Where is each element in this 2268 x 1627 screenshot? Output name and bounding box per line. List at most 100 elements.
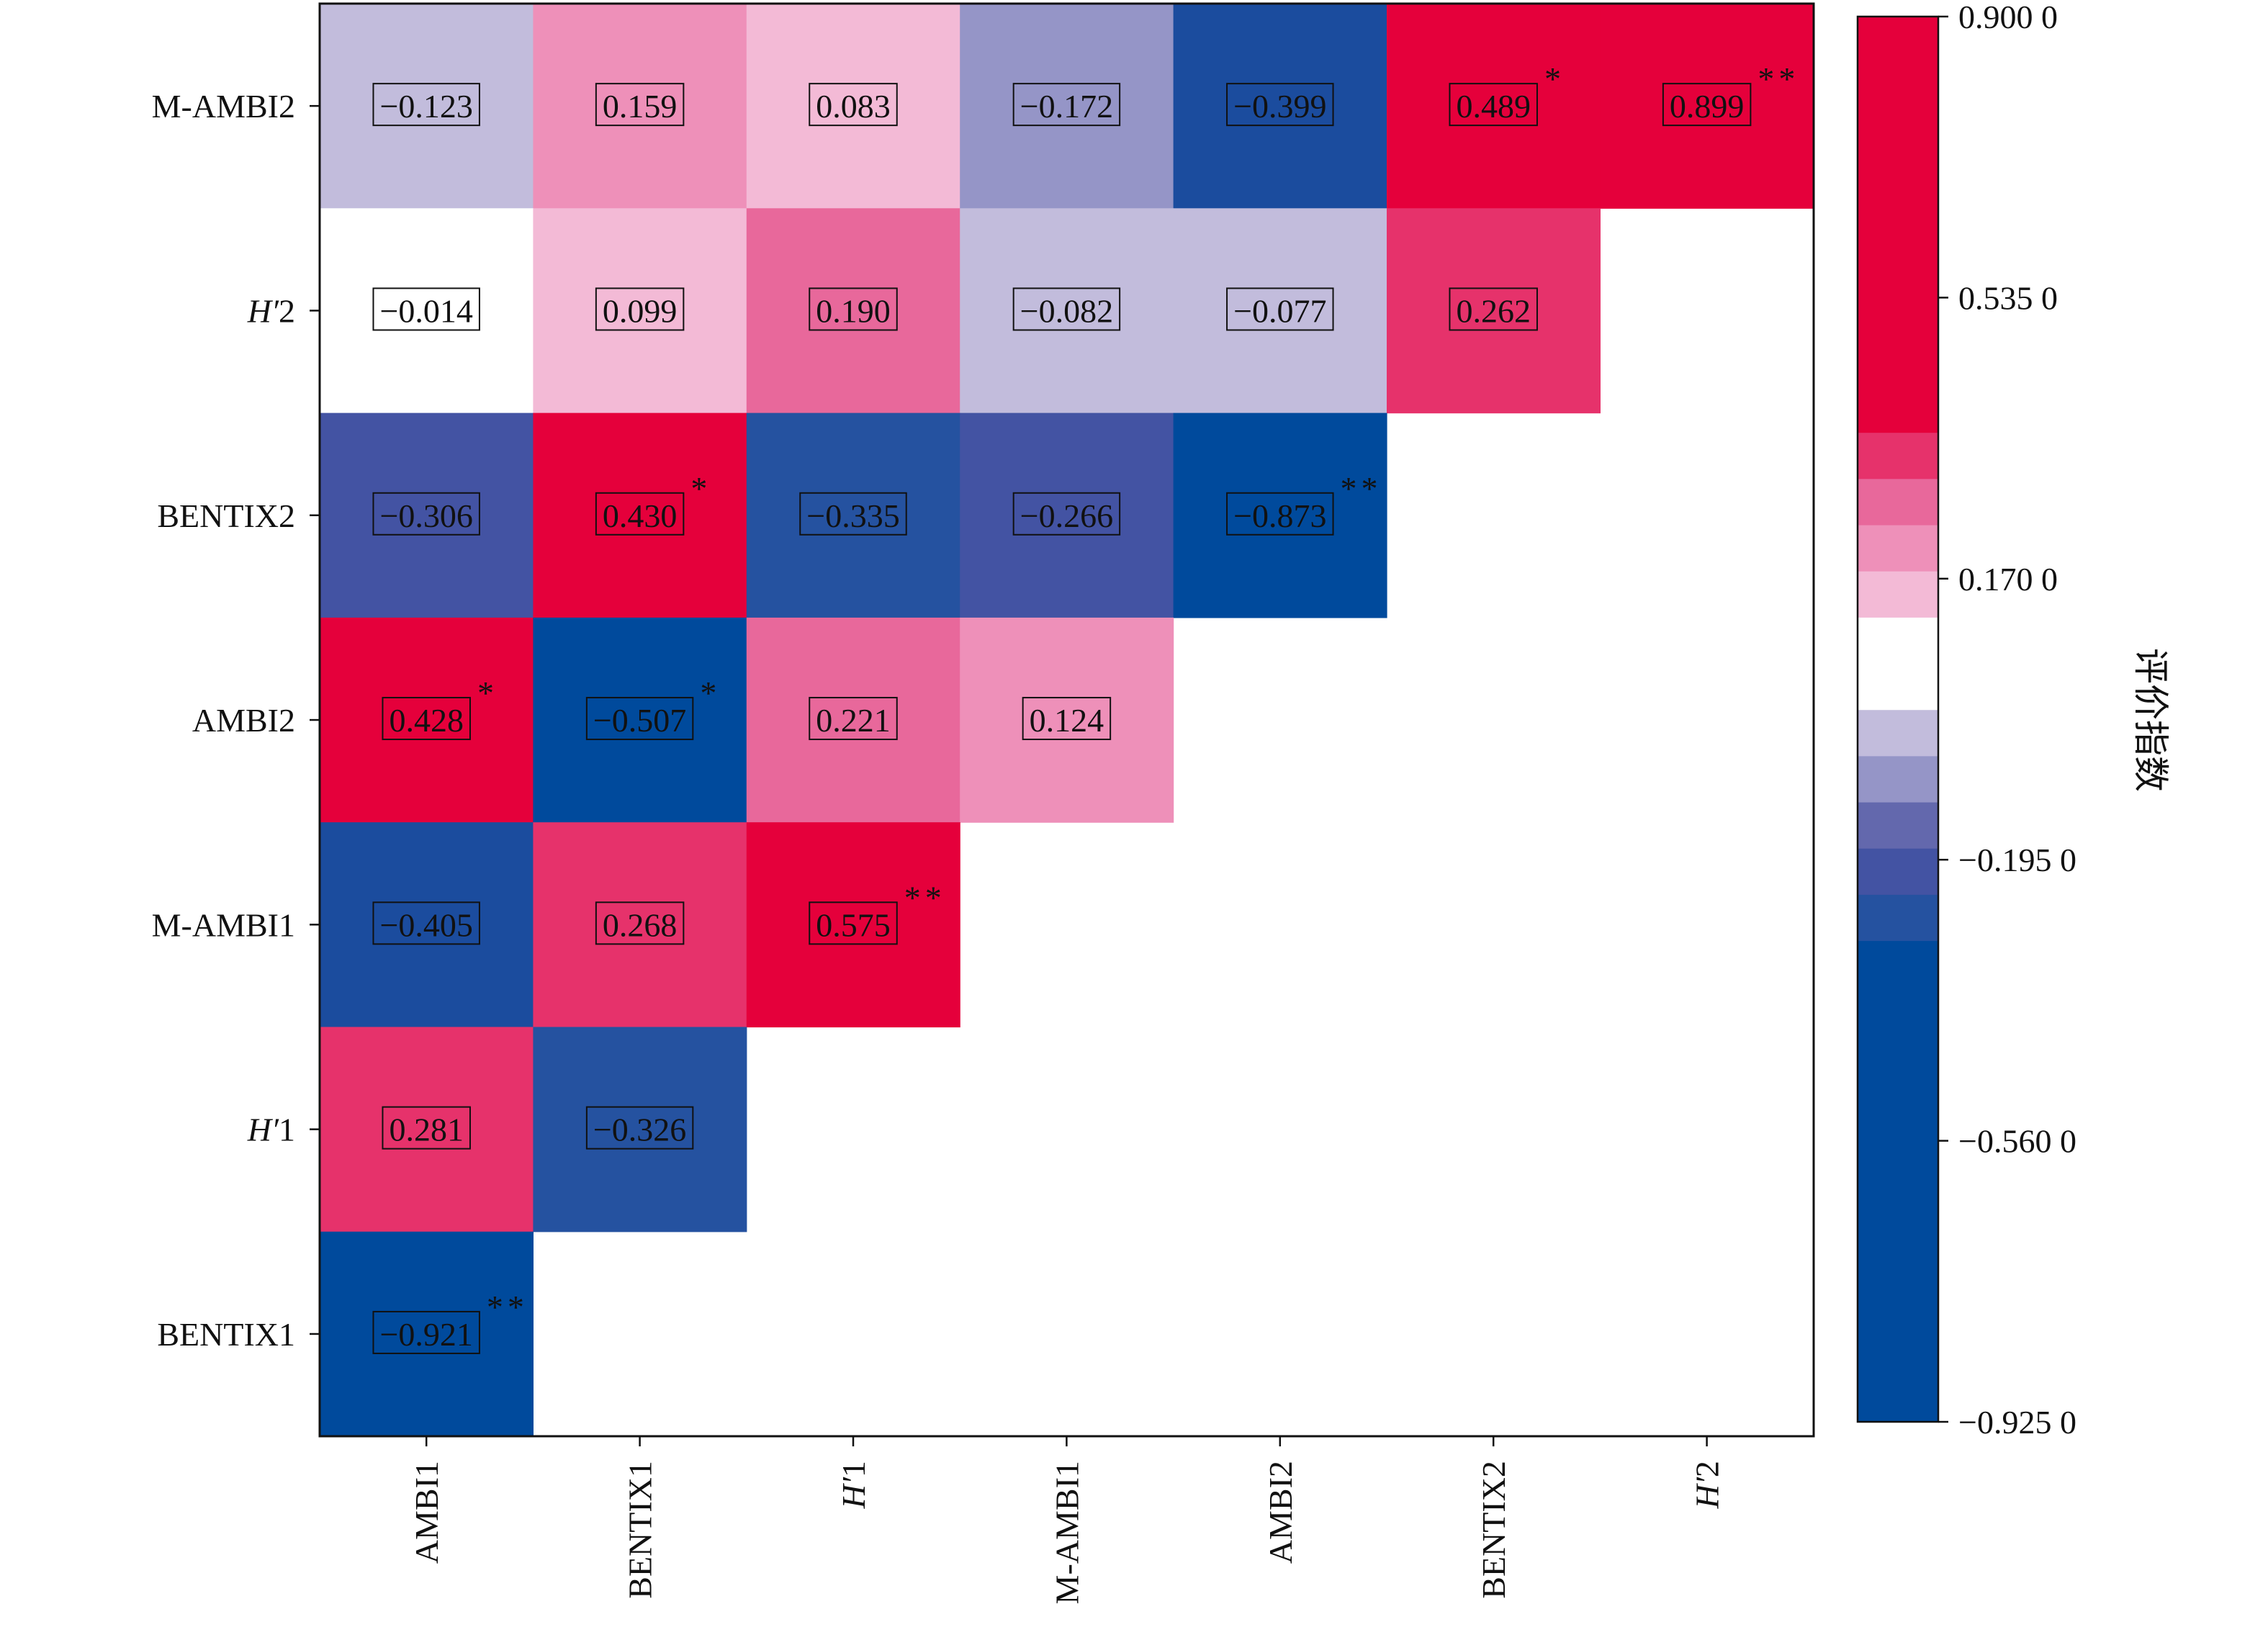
colorbar-tick-label: −0.195 0 [1958,842,2076,878]
heatmap-cell-hp2-bentix2 [1387,208,1601,414]
heatmap-cell-bentix2-m-ambi1 [960,413,1174,618]
colorbar-band-5 [1858,709,1938,757]
heatmap-cell-bentix2-ambi1 [320,413,534,618]
colorbar-band-8 [1858,524,1938,572]
colorbar-band-2 [1858,848,1938,895]
cell-value-box [372,83,480,127]
significance-marker: ** [904,879,946,916]
cell-value-box [809,83,898,127]
cell-value-box [1012,83,1121,127]
colorbar-band-9 [1858,478,1938,526]
heatmap-cell-m-ambi2-bentix1 [533,4,747,209]
cell-value-box [595,492,685,536]
heatmap-cell-labels: −0.123 0.159 0.083 −0.172 −0.399 0.489 * 0.899 *… [372,60,1799,1354]
cell-value-box [595,83,685,127]
cell-value-box [1449,287,1538,331]
colorbar-band-11 [1858,17,1938,433]
colorbar-tick-label: 0.535 0 [1958,279,2058,316]
cell-value-label: −0.335 [806,497,899,534]
cell-value-box [799,492,907,536]
heatmap-cell-bentix1-ambi1 [320,1231,534,1437]
cell-value-box [809,901,898,945]
cell-value-label: −0.507 [593,702,686,739]
heatmap-cell-m-ambi1-hp1 [746,822,960,1028]
cell-value-label: 0.281 [389,1112,464,1148]
cell-value-box [809,287,898,331]
cell-value-label: 0.124 [1030,702,1104,739]
x-tick-label-ambi1: AMBI1 [408,1461,445,1564]
heatmap-cell-bentix2-hp1 [746,413,960,618]
cell-value-box [1226,287,1334,331]
x-tick-label-bentix1: BENTIX1 [622,1461,659,1599]
y-tick-label-bentix2: BENTIX2 [157,497,295,534]
y-tick-label-hp1: H′1 [247,1112,295,1148]
colorbar-tick-label: 0.170 0 [1958,561,2058,598]
colorbar-band-0 [1858,940,1938,1423]
cell-value-box [595,287,685,331]
cell-value-box [372,492,480,536]
colorbar-title: 评价指数 [2130,648,2171,792]
cell-value-box [809,697,898,741]
cell-value-box [585,697,694,741]
colorbar-tick-label: −0.925 0 [1958,1404,2076,1441]
heatmap-cell-ambi2-m-ambi1 [960,617,1174,823]
x-tick-label-hp2: H′2 [1689,1461,1726,1509]
heatmap-cell-hp2-ambi2 [1173,208,1387,414]
cell-value-label: 0.099 [603,292,678,329]
heatmap-cell-m-ambi1-ambi1 [320,822,534,1028]
heatmap-cell-hp2-hp1 [746,208,960,414]
y-tick-label-ambi2: AMBI2 [192,702,295,739]
cell-value-label: 0.575 [816,906,891,943]
x-axis: AMBI1 BENTIX1 H′1 M-AMBI1 AMBI2 BENTIX2 H′2 [408,1436,1726,1604]
heatmap-cell-m-ambi2-ambi1 [320,4,534,209]
significance-marker: * [700,675,721,711]
colorbar: 0.900 0 0.535 0 0.170 0 −0.195 0 −0.560 0 −0.… [1856,0,2171,1441]
cell-value-box [1022,697,1112,741]
heatmap-cell-m-ambi1-bentix1 [533,822,747,1028]
cell-value-label: 0.083 [816,88,891,125]
cell-value-label: 0.899 [1670,88,1745,125]
cell-value-label: −0.123 [379,88,472,125]
cell-value-label: 0.159 [603,88,678,125]
colorbar-band-6 [1858,617,1938,711]
heatmap-cell-m-ambi2-ambi2 [1173,4,1387,209]
cell-value-label: −0.399 [1233,88,1326,125]
heatmap-cell-hp2-m-ambi1 [960,208,1174,414]
heatmap-cell-m-ambi2-bentix2 [1387,4,1601,209]
heatmap-cell-ambi2-bentix1 [533,617,747,823]
cell-value-box [372,1310,480,1354]
cell-value-box [372,287,480,331]
cell-value-label: −0.921 [379,1316,472,1353]
y-tick-label-bentix1: BENTIX1 [157,1316,295,1353]
cell-value-label: −0.014 [379,292,472,329]
cell-value-box [1226,83,1334,127]
heatmap-cell-hp2-ambi1 [320,208,534,414]
cell-value-box [1012,492,1121,536]
significance-marker: ** [1758,60,1799,97]
heatmap-cells [320,4,1814,1437]
cell-value-label: 0.489 [1456,88,1531,125]
heatmap-cell-m-ambi2-m-ambi1 [960,4,1174,209]
cell-value-label: −0.326 [593,1112,686,1148]
colorbar-tick-label: 0.900 0 [1958,0,2058,35]
cell-value-label: 0.430 [603,497,678,534]
x-tick-label-ambi2: AMBI2 [1262,1461,1299,1564]
cell-value-label: −0.082 [1020,292,1113,329]
heatmap-cell-m-ambi2-hp2 [1600,4,1814,209]
x-tick-label-hp1: H′1 [835,1461,872,1509]
colorbar-band-7 [1858,571,1938,618]
heatmap-cell-hp2-bentix1 [533,208,747,414]
significance-marker: ** [487,1289,528,1325]
cell-value-label: −0.873 [1233,497,1326,534]
cell-value-box [1662,83,1752,127]
y-tick-label-m-ambi2: M-AMBI2 [152,88,295,125]
colorbar-band-4 [1858,755,1938,803]
cell-value-label: 0.221 [816,702,891,739]
cell-value-label: 0.268 [603,906,678,943]
colorbar-tick-label: −0.560 0 [1958,1123,2076,1160]
cell-value-box [382,1106,471,1150]
heatmap-cell-hp1-bentix1 [533,1027,747,1232]
cell-value-label: 0.262 [1456,292,1531,329]
cell-value-label: −0.405 [379,906,472,943]
